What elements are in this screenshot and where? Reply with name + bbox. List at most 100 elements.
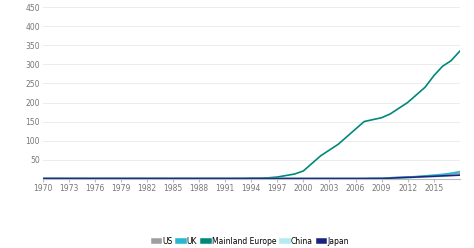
China [179,177,184,180]
China [318,177,324,180]
Mainland Europe [179,177,184,180]
Mainland Europe [396,107,402,110]
UK [318,177,324,180]
Mainland Europe [118,177,124,180]
China [74,177,80,180]
Japan [162,177,167,180]
Mainland Europe [283,174,289,177]
UK [274,177,280,180]
UK [214,177,219,180]
US [335,177,341,180]
UK [118,177,124,180]
Mainland Europe [301,169,306,172]
US [205,177,210,180]
Mainland Europe [361,120,367,123]
Mainland Europe [136,177,141,180]
US [74,177,80,180]
Japan [170,177,176,180]
Mainland Europe [240,177,246,180]
UK [92,177,98,180]
Mainland Europe [344,135,350,138]
UK [266,177,272,180]
Japan [48,177,54,180]
Mainland Europe [170,177,176,180]
US [361,177,367,180]
China [266,177,272,180]
US [231,177,237,180]
Japan [309,177,315,180]
US [274,177,280,180]
China [274,177,280,180]
US [188,177,193,180]
UK [439,173,445,176]
China [48,177,54,180]
China [283,177,289,180]
UK [57,177,63,180]
Japan [431,175,437,178]
Japan [240,177,246,180]
Mainland Europe [292,173,298,176]
China [136,177,141,180]
UK [100,177,106,180]
US [222,177,228,180]
US [214,177,219,180]
US [179,177,184,180]
Japan [301,177,306,180]
China [109,177,115,180]
UK [283,177,289,180]
UK [48,177,54,180]
UK [83,177,89,180]
Mainland Europe [57,177,63,180]
China [205,177,210,180]
Japan [248,177,254,180]
Japan [387,177,393,180]
Japan [100,177,106,180]
Japan [413,176,419,179]
Mainland Europe [422,86,428,89]
Japan [405,176,410,179]
US [248,177,254,180]
Mainland Europe [309,162,315,165]
China [431,175,437,178]
Japan [127,177,132,180]
UK [222,177,228,180]
China [335,177,341,180]
Mainland Europe [92,177,98,180]
China [188,177,193,180]
Mainland Europe [153,177,158,180]
China [100,177,106,180]
Japan [457,174,463,177]
UK [196,177,202,180]
China [248,177,254,180]
Mainland Europe [439,65,445,68]
Japan [283,177,289,180]
UK [457,170,463,173]
Japan [118,177,124,180]
US [196,177,202,180]
China [413,176,419,179]
UK [257,177,263,180]
US [144,177,150,180]
UK [127,177,132,180]
UK [309,177,315,180]
Japan [257,177,263,180]
Mainland Europe [405,101,410,104]
China [309,177,315,180]
China [196,177,202,180]
Japan [231,177,237,180]
Japan [370,177,376,180]
Mainland Europe [274,176,280,179]
Mainland Europe [214,177,219,180]
China [353,177,358,180]
China [439,175,445,178]
Japan [222,177,228,180]
UK [396,176,402,179]
UK [431,174,437,177]
Japan [214,177,219,180]
Line: Japan: Japan [43,175,460,179]
Japan [344,177,350,180]
Japan [292,177,298,180]
UK [170,177,176,180]
Mainland Europe [379,116,384,119]
Mainland Europe [370,118,376,121]
